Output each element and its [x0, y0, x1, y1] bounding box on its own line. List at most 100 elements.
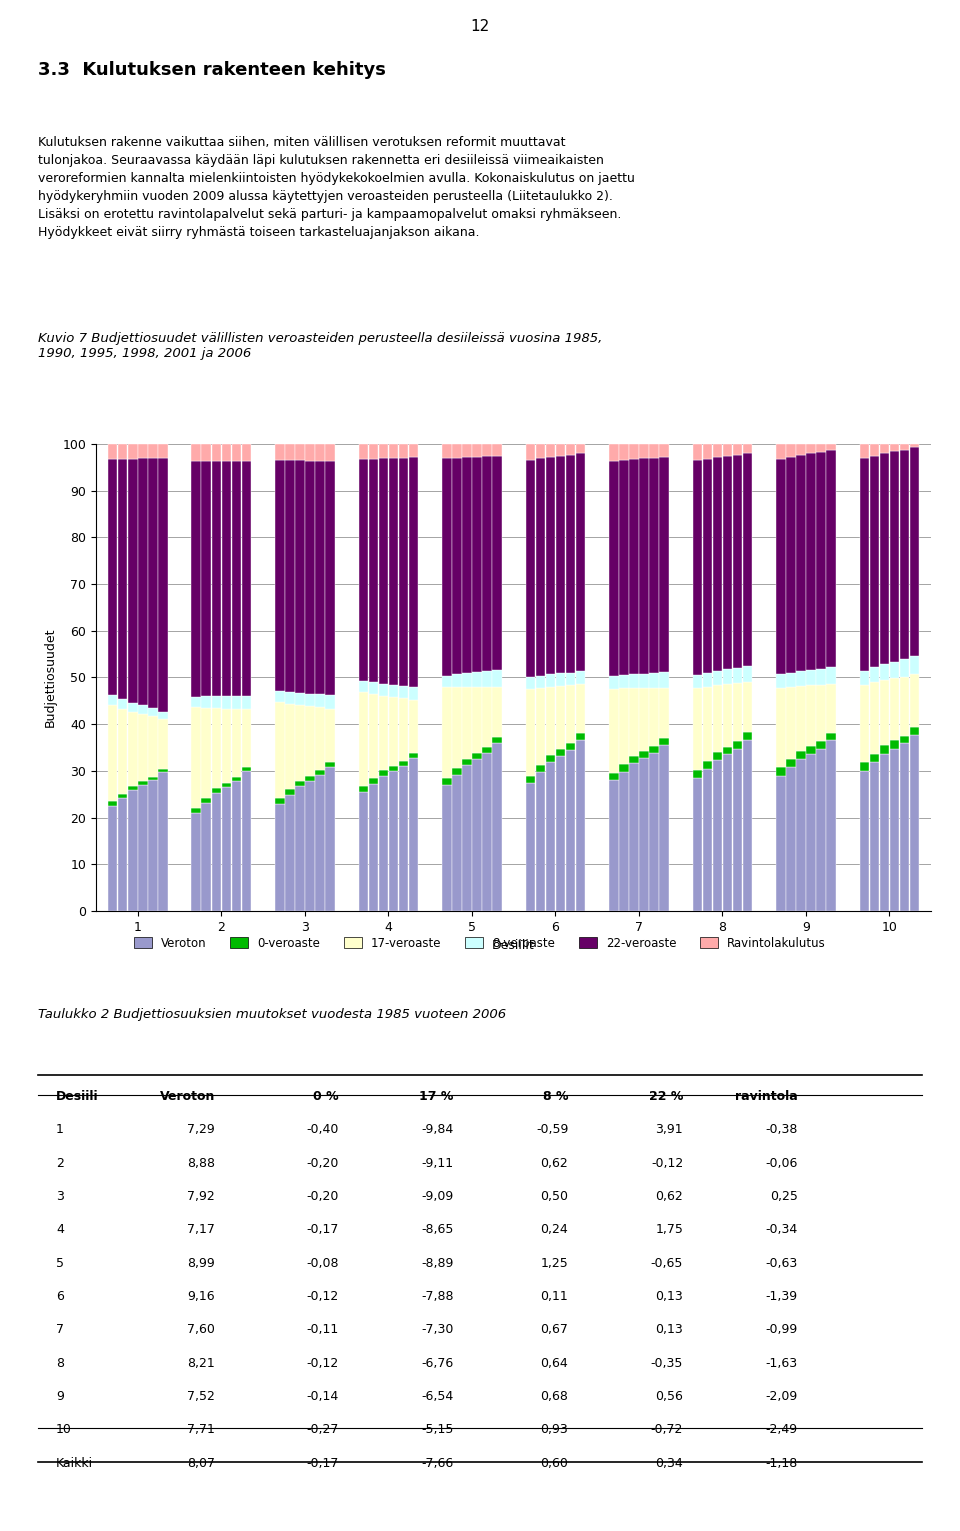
Bar: [723, 669, 732, 684]
Text: -0,08: -0,08: [306, 1257, 339, 1269]
Bar: [619, 772, 629, 911]
Bar: [108, 801, 117, 805]
Bar: [703, 458, 712, 674]
Bar: [639, 674, 649, 687]
Text: -6,76: -6,76: [421, 1356, 453, 1370]
Text: -1,63: -1,63: [766, 1356, 798, 1370]
Bar: [609, 781, 618, 911]
Bar: [776, 674, 785, 687]
Bar: [660, 456, 669, 672]
Bar: [743, 666, 753, 681]
Text: Kulutuksen rakenne vaikuttaa siihen, miten välillisen verotuksen reformit muutta: Kulutuksen rakenne vaikuttaa siihen, mit…: [38, 136, 636, 239]
Text: 8: 8: [56, 1356, 64, 1370]
Bar: [492, 736, 502, 743]
Bar: [890, 444, 900, 452]
Text: Taulukko 2 Budjettiosuuksien muutokset vuodesta 1985 vuoteen 2006: Taulukko 2 Budjettiosuuksien muutokset v…: [38, 1007, 507, 1021]
Bar: [358, 444, 368, 459]
Bar: [565, 672, 575, 684]
Bar: [870, 762, 879, 911]
Bar: [378, 776, 388, 911]
Bar: [138, 781, 148, 785]
Bar: [712, 671, 722, 686]
Bar: [128, 712, 137, 785]
Bar: [859, 770, 869, 911]
Text: 8,88: 8,88: [187, 1157, 215, 1170]
Bar: [732, 668, 742, 683]
Bar: [369, 778, 378, 784]
Bar: [827, 444, 836, 450]
Text: 0,60: 0,60: [540, 1456, 568, 1470]
Bar: [305, 694, 315, 706]
Bar: [462, 444, 471, 458]
Bar: [275, 703, 284, 798]
Bar: [576, 671, 586, 684]
Bar: [890, 678, 900, 741]
Text: -2,09: -2,09: [766, 1390, 798, 1402]
Bar: [472, 687, 482, 753]
Bar: [910, 727, 920, 735]
Bar: [295, 785, 304, 911]
Text: -0,06: -0,06: [765, 1157, 798, 1170]
Bar: [452, 674, 462, 687]
Bar: [325, 461, 335, 695]
Bar: [525, 677, 535, 689]
Bar: [305, 776, 315, 781]
Bar: [242, 461, 252, 695]
Bar: [786, 767, 796, 911]
Text: -0,11: -0,11: [306, 1323, 339, 1337]
Bar: [827, 741, 836, 911]
Bar: [138, 458, 148, 706]
Bar: [619, 675, 629, 689]
Text: 6: 6: [56, 1291, 64, 1303]
Bar: [556, 444, 565, 456]
Bar: [148, 776, 157, 779]
Bar: [191, 813, 201, 911]
Bar: [660, 687, 669, 738]
Bar: [900, 735, 909, 744]
Text: 8 %: 8 %: [542, 1090, 568, 1102]
Bar: [378, 458, 388, 684]
Bar: [389, 458, 398, 684]
Bar: [191, 461, 201, 697]
Bar: [118, 459, 128, 700]
Bar: [619, 689, 629, 764]
Text: -7,30: -7,30: [421, 1323, 453, 1337]
Bar: [629, 756, 638, 764]
Bar: [191, 444, 201, 461]
Bar: [556, 756, 565, 911]
Bar: [870, 668, 879, 683]
Bar: [556, 674, 565, 686]
Bar: [870, 683, 879, 753]
Text: 9: 9: [56, 1390, 64, 1402]
Bar: [295, 694, 304, 706]
Text: 7,92: 7,92: [187, 1190, 215, 1203]
Text: 1,75: 1,75: [656, 1223, 684, 1237]
Bar: [816, 749, 826, 911]
Bar: [859, 671, 869, 684]
Bar: [148, 717, 157, 776]
Bar: [191, 697, 201, 707]
Bar: [462, 766, 471, 911]
Bar: [545, 674, 555, 686]
Text: 9,16: 9,16: [187, 1291, 215, 1303]
Text: -6,54: -6,54: [421, 1390, 453, 1402]
Bar: [556, 456, 565, 674]
Bar: [295, 461, 304, 694]
Text: 12: 12: [470, 20, 490, 34]
Bar: [231, 776, 241, 781]
Bar: [148, 779, 157, 911]
Bar: [556, 749, 565, 756]
Text: -0,40: -0,40: [306, 1124, 339, 1136]
Bar: [462, 687, 471, 758]
Bar: [629, 459, 638, 674]
Bar: [609, 444, 618, 461]
Text: 7,71: 7,71: [187, 1424, 215, 1436]
Text: 0,50: 0,50: [540, 1190, 568, 1203]
Bar: [692, 778, 702, 911]
Bar: [128, 459, 137, 703]
Bar: [389, 772, 398, 911]
Bar: [295, 781, 304, 785]
Bar: [879, 680, 889, 746]
Bar: [118, 444, 128, 459]
Bar: [325, 762, 335, 767]
